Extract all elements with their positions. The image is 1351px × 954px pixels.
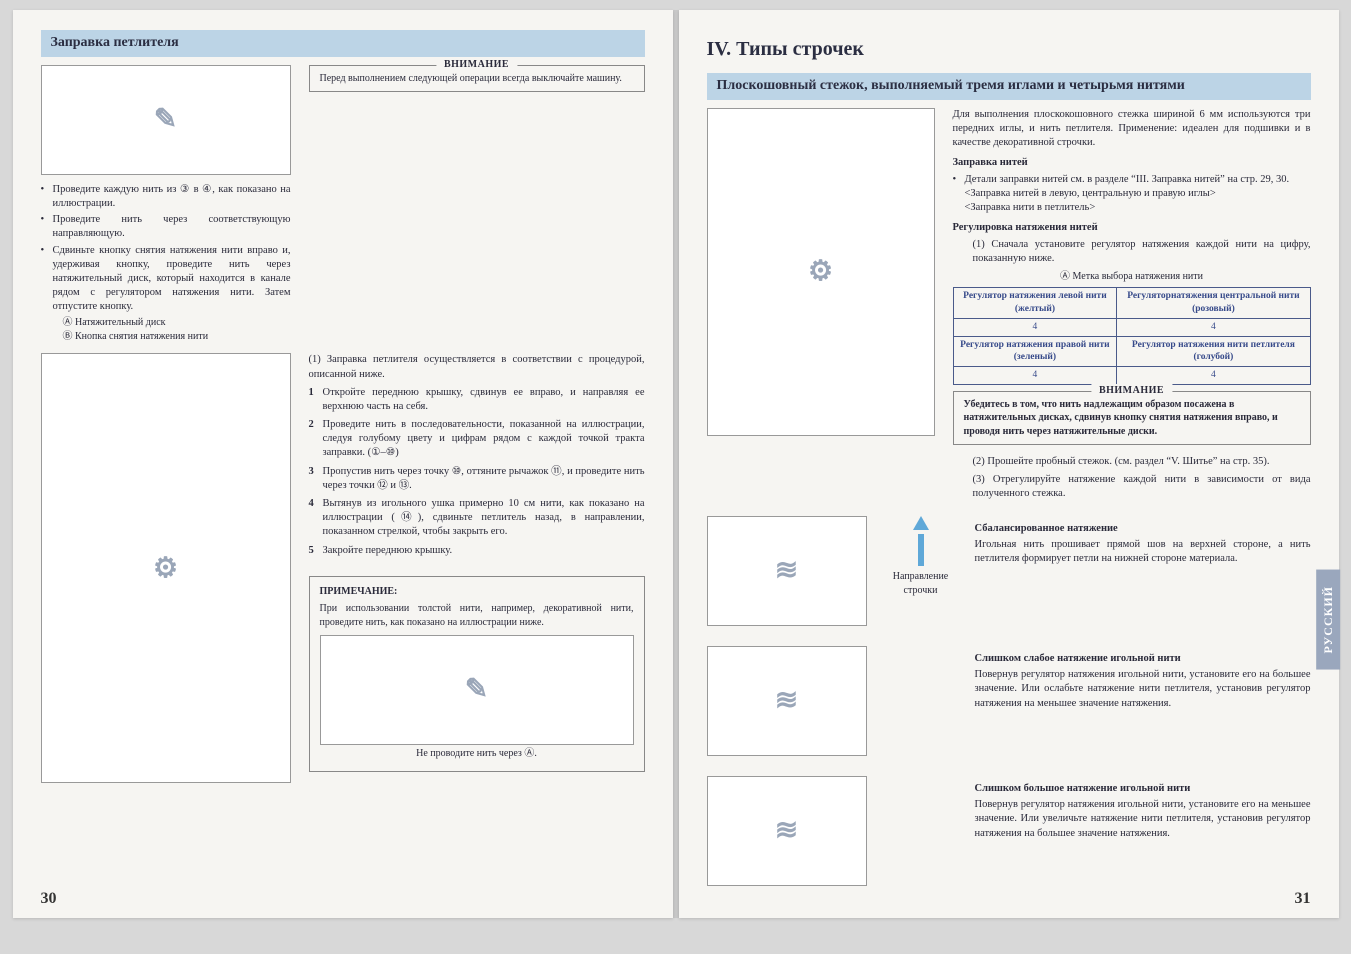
tension-example-3: ≋ Слишком большое натяжение игольной нит… [707,776,1311,894]
tt-v4: 4 [1117,367,1310,385]
case3-title: Слишком большое натяжение игольной нити [975,782,1311,796]
figure-machine-right: ⚙ [707,108,935,436]
proc-step-4: Вытянув из игольного ушка примерно 10 см… [309,497,645,540]
case1-text: Игольная нить прошивает прямой шов на ве… [975,538,1311,566]
tt-v2: 4 [1117,318,1310,336]
figure-threading-top: ✎ [41,65,291,175]
left-warning-text: Перед выполнением следующей операции все… [320,73,622,84]
left-note-box: ПРИМЕЧАНИЕ: При использовании толстой ни… [309,576,645,772]
tt-h4: Регулятор натяжения нити петлителя (голу… [1117,336,1310,367]
right-warning-title: ВНИМАНИЕ [1091,384,1172,398]
page-left: Заправка петлителя ✎ Проведите каждую ни… [13,10,673,918]
arrow-up-icon [913,516,929,530]
page-right: IV. Типы строчек Плоскошовный стежок, вы… [679,10,1339,918]
page-spread: Заправка петлителя ✎ Проведите каждую ни… [13,10,1339,918]
left-bullet-2: Проведите нить через соответствующую нап… [41,213,291,241]
case3-text: Повернув регулятор натяжения игольной ни… [975,798,1311,841]
tension-table: Регулятор натяжения левой нити (желтый) … [953,287,1311,385]
tension-example-1: ≋ Направление строчки Сбалансированное н… [707,516,1311,634]
left-bullet-3: Сдвиньте кнопку снятия натяжения нити вп… [41,244,291,315]
tension-mark: Ⓐ Метка выбора натяжения нити [953,270,1311,284]
left-note-title: ПРИМЕЧАНИЕ: [320,585,634,599]
tt-v1: 4 [953,318,1117,336]
figure-note: ✎ [320,635,634,745]
threading-bullet-text: Детали заправки нитей см. в разделе “III… [965,174,1290,185]
case2-text: Повернув регулятор натяжения игольной ни… [975,668,1311,711]
figure-machine-large: ⚙ [41,353,291,783]
tension-adj-title: Регулировка натяжения нитей [953,221,1311,235]
right-intro: Для выполнения плоскокошовного стежка ши… [953,108,1311,151]
tension-adj-p2: (2) Прошейте пробный стежок. (см. раздел… [953,455,1311,469]
figure-stitch-3: ≋ [707,776,867,886]
proc-intro: (1) Заправка петлителя осуществляется в … [309,353,645,381]
tt-h3: Регулятор натяжения правой нити (зеленый… [953,336,1117,367]
left-legend: Ⓐ Натяжительный диск Ⓑ Кнопка снятия нат… [41,316,291,343]
right-warning-box: ВНИМАНИЕ Убедитесь в том, что нить надле… [953,391,1311,446]
proc-step-5: Закройте переднюю крышку. [309,544,645,558]
right-page-number: 31 [1295,888,1311,910]
threading-sub2: <Заправка нити в петлитель> [965,202,1096,213]
proc-steps: Откройте переднюю крышку, сдвинув ее впр… [309,386,645,558]
case2-title: Слишком слабое натяжение игольной нити [975,652,1311,666]
threading-sub1: <Заправка нитей в левую, центральную и п… [965,188,1216,199]
tension-example-2: ≋ Слишком слабое натяжение игольной нити… [707,646,1311,764]
left-warning-box: ВНИМАНИЕ Перед выполнением следующей опе… [309,65,645,93]
arrow-stem-icon [918,534,924,566]
left-page-number: 30 [41,888,57,910]
left-bullet-1: Проведите каждую нить из ③ в ④, как пока… [41,183,291,211]
arrow-label: Направление строчки [881,570,961,597]
left-note-caption: Не проводите нить через Ⓐ. [320,747,634,761]
language-tab: РУССКИЙ [1316,570,1340,670]
threading-title: Заправка нитей [953,156,1311,170]
right-warning-text: Убедитесь в том, что нить надлежащим обр… [964,399,1278,437]
tension-adj-p3: (3) Отрегулируйте натяжение каждой нити … [953,473,1311,501]
figure-stitch-1: ≋ [707,516,867,626]
left-section-title: Заправка петлителя [41,30,645,57]
tension-adj-p1: (1) Сначала установите регулятор натяжен… [953,238,1311,266]
case1-title: Сбалансированное натяжение [975,522,1311,536]
threading-bullet: Детали заправки нитей см. в разделе “III… [953,173,1311,216]
legend-b: Ⓑ Кнопка снятия натяжения нити [63,330,291,344]
figure-stitch-2: ≋ [707,646,867,756]
stitch-direction-arrow: Направление строчки [881,516,961,597]
right-section-title: Плоскошовный стежок, выполняемый тремя и… [707,73,1311,100]
left-note-text: При использовании толстой нити, например… [320,602,634,629]
tt-h1: Регулятор натяжения левой нити (желтый) [953,288,1117,319]
left-warning-title: ВНИМАНИЕ [436,58,517,72]
legend-a: Ⓐ Натяжительный диск [63,316,291,330]
tt-v3: 4 [953,367,1117,385]
proc-step-3: Пропустив нить через точку ⑩, оттяните р… [309,465,645,493]
proc-step-1: Откройте переднюю крышку, сдвинув ее впр… [309,386,645,414]
tt-h2: Регуляторнатяжения центральной нити (роз… [1117,288,1310,319]
proc-step-2: Проведите нить в последовательности, пок… [309,418,645,461]
right-chapter-title: IV. Типы строчек [707,36,1311,63]
left-bullets: Проведите каждую нить из ③ в ④, как пока… [41,183,291,315]
